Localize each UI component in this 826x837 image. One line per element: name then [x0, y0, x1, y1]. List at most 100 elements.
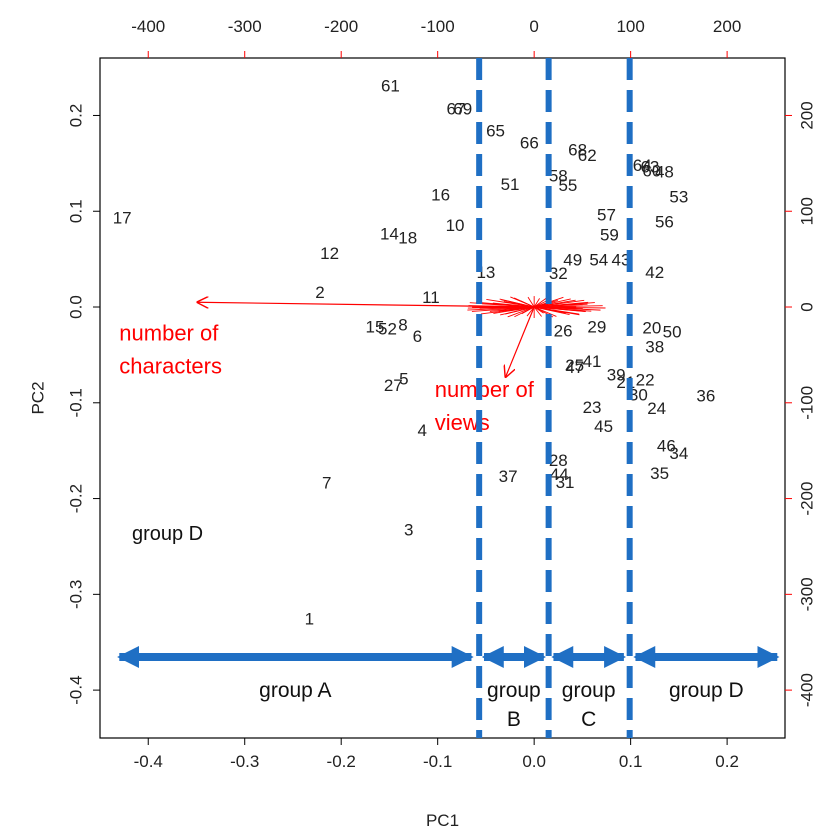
loading-arrow	[534, 306, 586, 312]
point-label: 49	[563, 251, 582, 270]
point-label: 32	[549, 264, 568, 283]
x-tick-label: 0.0	[522, 752, 546, 771]
point-label: 18	[398, 229, 417, 248]
point-label: 60	[642, 162, 661, 181]
loading-arrow	[500, 306, 535, 316]
loading-arrow	[196, 302, 535, 307]
loading-label: number of	[119, 321, 219, 346]
point-label: 16	[431, 185, 450, 204]
point-label: 10	[446, 216, 465, 235]
x-tick-label: -0.3	[230, 752, 259, 771]
point-label: 46	[657, 436, 676, 455]
point-label: 66	[520, 134, 539, 153]
point-label: 50	[663, 322, 682, 341]
point-label: 12	[320, 244, 339, 263]
loading-arrow	[520, 300, 535, 308]
x-tick-label: 0.1	[619, 752, 643, 771]
point-label: 63	[640, 158, 659, 177]
point-label: 39	[607, 366, 626, 385]
right-tick-label: -300	[798, 577, 817, 611]
point-label: 1	[305, 610, 314, 629]
point-label: 28	[549, 451, 568, 470]
top-tick-label: 200	[713, 17, 741, 36]
y-tick-label: -0.3	[67, 580, 86, 609]
point-label: 65	[486, 121, 505, 140]
point-label: 43	[612, 251, 631, 270]
right-tick-label: -400	[798, 673, 817, 707]
y-tick-label: -0.4	[67, 675, 86, 704]
point-label: 61	[381, 76, 400, 95]
loading-arrow	[507, 306, 535, 318]
point-label: 22	[636, 370, 655, 389]
point-label: 59	[600, 226, 619, 245]
y-tick-label: 0.0	[67, 295, 86, 319]
point-label: 8	[398, 316, 407, 335]
point-label: 69	[453, 99, 472, 118]
loading-arrow	[505, 306, 535, 378]
point-label: 36	[696, 387, 715, 406]
right-tick-label: 0	[798, 302, 817, 311]
loading-arrow	[534, 298, 571, 308]
point-label: 15	[366, 318, 385, 337]
group-label: B	[507, 708, 521, 731]
point-label: 5	[399, 369, 408, 388]
loading-arrow	[533, 306, 544, 314]
loading-label: characters	[119, 354, 222, 379]
point-label: 58	[549, 166, 568, 185]
loading-arrow	[533, 306, 542, 317]
point-label: 42	[645, 263, 664, 282]
x-tick-label: -0.1	[423, 752, 452, 771]
point-label: 52	[378, 320, 397, 339]
point-label: 57	[597, 206, 616, 225]
group-label: group D	[669, 679, 744, 702]
top-tick-label: 0	[529, 17, 538, 36]
point-label: 37	[499, 467, 518, 486]
point-label: 3	[404, 521, 413, 540]
y-tick-label: -0.2	[67, 484, 86, 513]
group-label: group	[487, 679, 541, 702]
region-label: group D	[132, 523, 203, 545]
point-label: 67	[447, 99, 466, 118]
y-axis-title: PC2	[29, 381, 48, 414]
group-label: group A	[259, 679, 331, 702]
point-label: 48	[655, 162, 674, 181]
point-label: 53	[669, 187, 688, 206]
loading-arrow	[499, 298, 535, 308]
loading-arrow	[533, 298, 540, 308]
y-tick-label: 0.1	[67, 199, 86, 223]
point-label: 56	[655, 212, 674, 231]
right-tick-label: -200	[798, 482, 817, 516]
point-label: 45	[594, 417, 613, 436]
point-label: 34	[669, 444, 688, 463]
point-label: 30	[629, 386, 648, 405]
x-tick-label: 0.2	[715, 752, 739, 771]
top-tick-label: -100	[421, 17, 455, 36]
top-tick-label: -400	[131, 17, 165, 36]
group-label: C	[581, 708, 596, 731]
loading-label: number of	[435, 377, 535, 402]
point-label: 24	[647, 399, 666, 418]
point-label: 54	[589, 251, 608, 270]
point-label: 44	[550, 465, 569, 484]
point-label: 14	[380, 225, 399, 244]
loading-arrow	[527, 296, 535, 308]
loading-arrow	[534, 305, 583, 308]
point-label: 35	[650, 464, 669, 483]
top-tick-label: -300	[228, 17, 262, 36]
loading-arrow	[533, 306, 557, 317]
group-label: group	[562, 679, 616, 702]
point-label: 64	[633, 156, 652, 175]
point-label: 26	[554, 321, 573, 340]
point-label: 47	[565, 358, 584, 377]
point-label: 4	[418, 421, 427, 440]
point-label: 23	[583, 398, 602, 417]
point-label: 55	[558, 176, 577, 195]
right-tick-label: 100	[798, 197, 817, 225]
point-label: 7	[322, 474, 331, 493]
right-tick-label: 200	[798, 101, 817, 129]
top-tick-label: 100	[616, 17, 644, 36]
right-tick-label: -100	[798, 386, 817, 420]
loading-arrow	[475, 301, 535, 308]
